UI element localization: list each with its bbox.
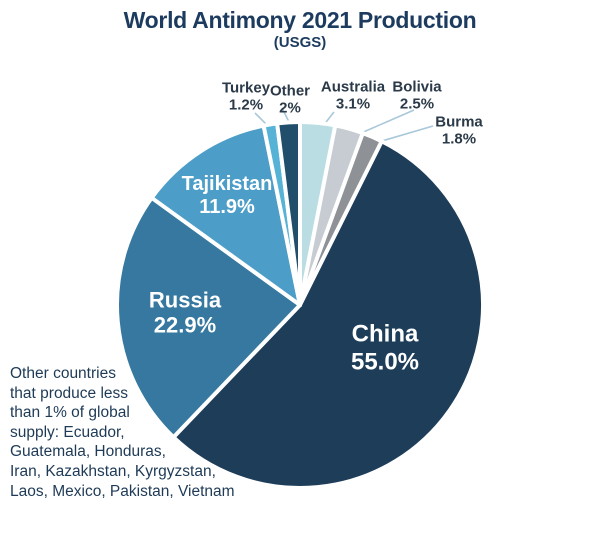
pie-slice-other: [275, 119, 302, 307]
chart-title: World Antimony 2021 Production: [123, 7, 477, 33]
slice-name: Turkey: [221, 79, 271, 97]
slice-percent: 1.8%: [441, 130, 477, 147]
slice-percent: 55.0%: [350, 348, 420, 375]
label-bolivia: Bolivia 2.5%: [392, 78, 442, 113]
slice-name: Russia: [148, 287, 222, 313]
label-russia: Russia 22.9%: [149, 288, 221, 339]
slice-percent: 3.1%: [335, 95, 371, 112]
slice-name: Burma: [435, 113, 483, 131]
pie-slice-tajikistan: [149, 123, 302, 307]
slice-name: Tajikistan: [181, 173, 273, 195]
slice-percent: 22.9%: [153, 313, 217, 338]
slice-percent: 11.9%: [199, 196, 255, 218]
label-burma: Burma 1.8%: [435, 113, 483, 148]
slice-name: Bolivia: [392, 78, 442, 96]
pie-slice-china: [171, 139, 486, 490]
label-china: China 55.0%: [351, 320, 419, 375]
label-turkey: Turkey 1.2%: [221, 79, 271, 114]
label-other: Other 2%: [269, 82, 311, 117]
annotation-other-countries: Other countries that produce less than 1…: [10, 365, 235, 500]
leader-line-other: [281, 107, 290, 123]
pie-slice-russia: [115, 195, 302, 440]
slice-name: China: [351, 320, 419, 348]
slice-name: Other: [269, 82, 311, 100]
slice-percent: 2%: [279, 99, 301, 116]
leader-line-burma: [374, 125, 434, 144]
pie-slices: [115, 119, 486, 490]
slice-percent: 1.2%: [228, 96, 264, 113]
slice-name: Australia: [320, 78, 386, 96]
chart-subtitle: (USGS): [273, 34, 327, 51]
slice-percent: 2.5%: [399, 95, 435, 112]
label-tajikistan: Tajikistan 11.9%: [182, 173, 273, 219]
label-australia: Australia 3.1%: [320, 78, 386, 113]
